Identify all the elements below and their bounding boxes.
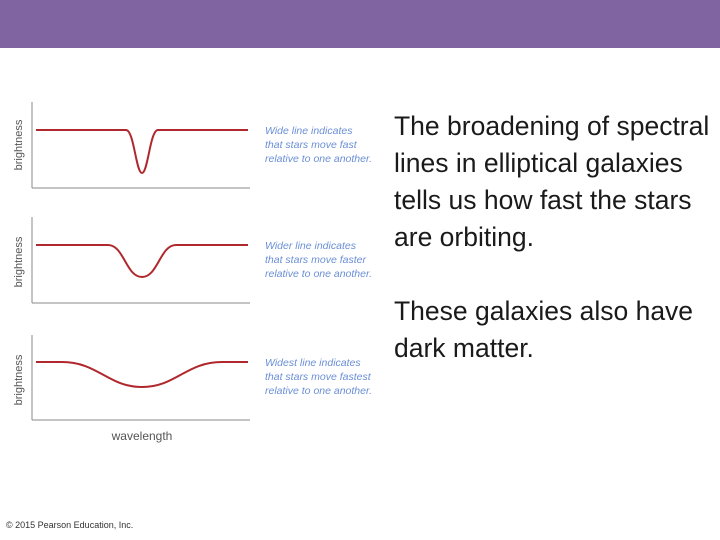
x-axis-label: wavelength (111, 429, 173, 443)
slide-body: The broadening of spectral lines in elli… (394, 108, 714, 367)
wider-absorption-line (36, 244, 248, 279)
y-axis-label: brightness (13, 354, 25, 405)
spectrum-panel-1: brightness Wide line indicates that star… (13, 102, 372, 189)
spectral-line-figure: brightness Wide line indicates that star… (0, 90, 380, 450)
header-bar (0, 0, 720, 48)
y-axis-label: brightness (13, 119, 25, 170)
panel-1-caption: Wide line indicates that stars move fast… (265, 125, 372, 165)
spectrum-panel-2: brightness Wider line indicates that sta… (13, 217, 372, 304)
narrow-absorption-line (36, 129, 248, 175)
body-paragraph-2: These galaxies also have dark matter. (394, 296, 694, 363)
spectrum-panel-3: brightness Widest line indicates that st… (13, 335, 374, 421)
body-paragraph-1: The broadening of spectral lines in elli… (394, 111, 710, 252)
panel-3-caption: Widest line indicates that stars move fa… (265, 357, 374, 397)
panel-2-caption: Wider line indicates that stars move fas… (265, 240, 372, 280)
widest-absorption-line (36, 361, 248, 389)
copyright-notice: © 2015 Pearson Education, Inc. (6, 520, 134, 530)
y-axis-label: brightness (13, 236, 25, 287)
